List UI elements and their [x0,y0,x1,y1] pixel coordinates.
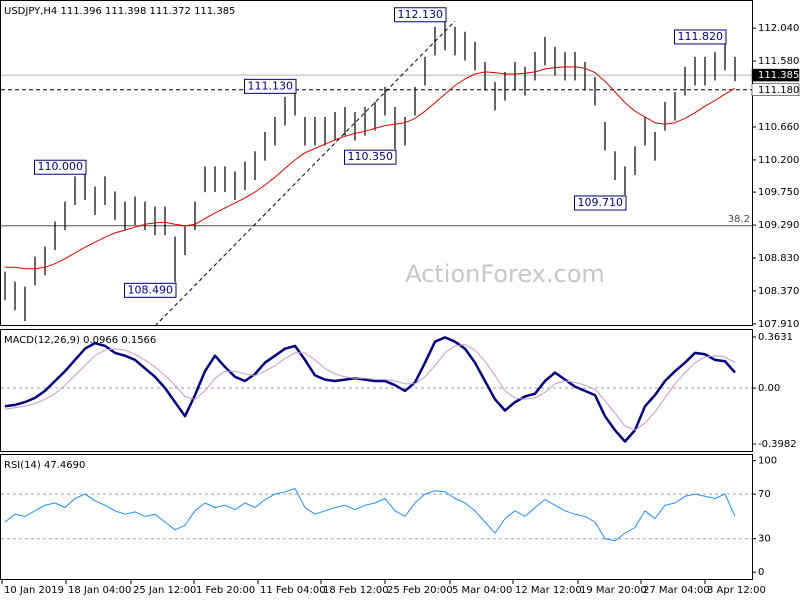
x-tick-label: 25 Feb 20:00 [387,585,453,596]
moving-average [5,66,736,270]
x-tick-label: 10 Jan 2019 [4,585,64,596]
panel-frame [0,329,753,452]
level-label: 38.2 [728,214,750,225]
y-tick-label: 109.290 [758,220,799,231]
annotation-box [124,282,177,298]
price-tag-label: 111.180 [758,85,799,96]
annotation-label: 111.130 [248,79,294,92]
x-tick-label: 5 Mar 04:00 [452,585,512,596]
annotation-box [394,7,447,23]
annotation-box [344,149,397,165]
annotation-label: 110.350 [348,150,394,163]
x-tick-label: 1 Feb 20:00 [196,585,255,596]
y-tick-label: 0 [758,567,764,578]
annotation-label: 108.490 [128,283,174,296]
indicator-line [4,336,736,443]
indicator-line [4,488,736,542]
y-tick-label: 30 [758,534,771,545]
annotation-box [674,29,727,45]
x-tick-label: 25 Jan 12:00 [133,585,196,596]
annotation-label: 110.000 [38,160,84,173]
panel-frame [0,454,753,580]
x-tick-label: 18 Feb 12:00 [323,585,389,596]
y-tick-label: 100 [758,456,777,467]
annotation-label: 111.820 [678,30,724,43]
panel-title: RSI(14) 47.4690 [4,460,85,471]
annotation-box [574,195,627,211]
y-tick-label: 112.040 [758,23,799,34]
watermark: ActionForex.com [405,260,605,288]
y-tick-label: 108.370 [758,286,799,297]
panel-title: USDJPY,H4 111.396 111.398 111.372 111.38… [4,6,235,17]
price-tag [751,68,800,82]
x-tick-label: 12 Mar 12:00 [515,585,582,596]
x-tick-label: 3 Apr 12:00 [707,585,766,596]
x-tick-label: 27 Mar 04:00 [643,585,710,596]
y-tick-label: 109.750 [758,187,799,198]
y-tick-label: 111.580 [758,56,799,67]
y-tick-label: -0.3982 [758,439,797,450]
trendline [154,20,456,327]
y-tick-label: 0.00 [758,383,780,394]
panel-title: MACD(12,26,9) 0.0966 0.1566 [4,335,156,346]
annotation-label: 112.130 [398,8,444,21]
indicator-line [4,344,736,431]
y-tick-label: 110.660 [758,122,799,133]
price-tag-label: 111.385 [758,70,799,81]
x-tick-label: 11 Feb 04:00 [260,585,326,596]
y-tick-label: 0.3631 [758,332,793,343]
annotation-box [34,159,87,175]
price-tag [751,83,800,97]
y-tick-label: 107.910 [758,319,799,330]
y-tick-label: 110.200 [758,155,799,166]
annotation-label: 109.710 [578,196,624,209]
y-tick-label: 70 [758,489,771,500]
x-tick-label: 19 Mar 20:00 [580,585,647,596]
x-tick-label: 18 Jan 04:00 [68,585,131,596]
annotation-box [244,78,297,94]
y-tick-label: 108.830 [758,253,799,264]
